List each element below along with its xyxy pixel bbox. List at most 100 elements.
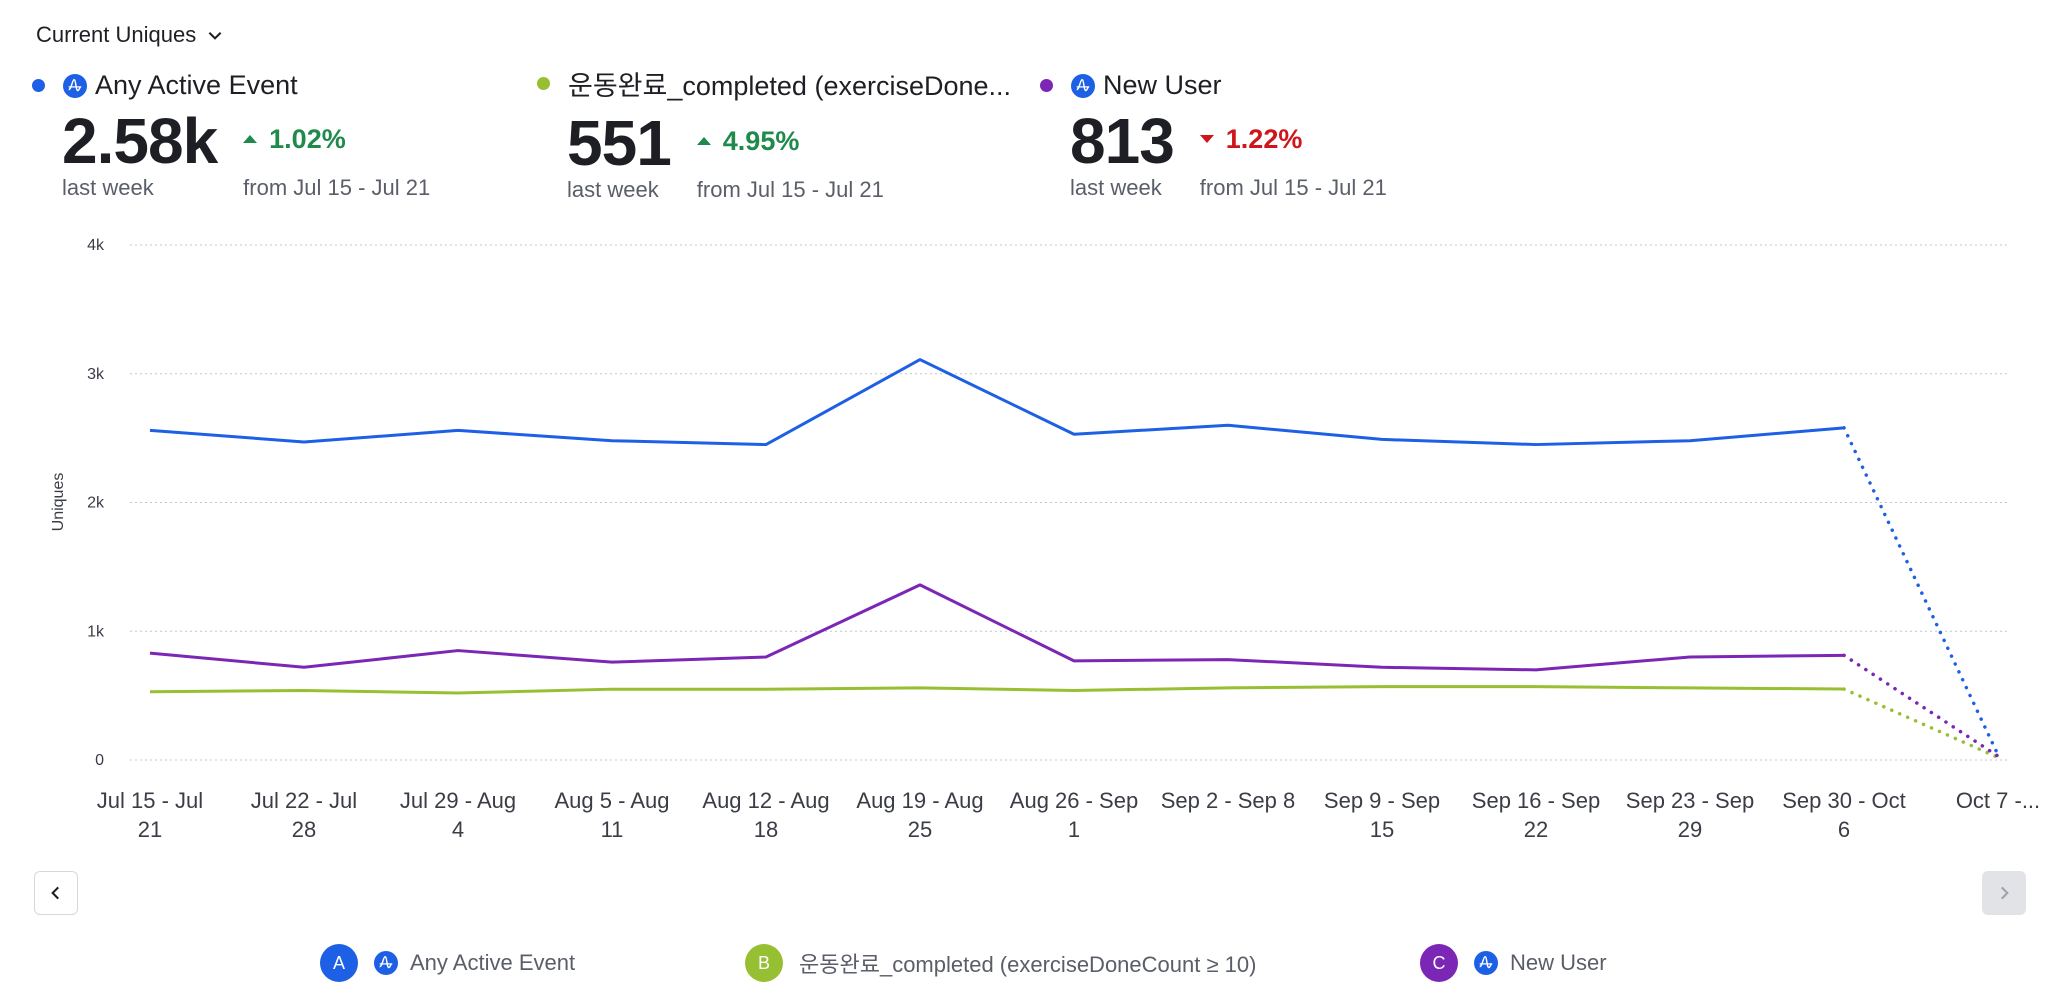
data-point[interactable]	[1068, 655, 1080, 667]
data-point[interactable]	[1530, 681, 1542, 693]
triangle-down-icon	[1199, 135, 1214, 143]
kpi-card: New User 813 last week 1.22% from Jul 15 - J…	[1040, 70, 1387, 201]
x-tick-label-line2: 28	[292, 817, 316, 842]
data-point[interactable]	[914, 354, 926, 366]
line-chart: 0 1k 2k 3k 4k Uniques Jul 15 - Jul 21 Jul 22 - J…	[50, 237, 2040, 842]
data-point[interactable]	[452, 687, 464, 699]
data-point[interactable]	[1068, 428, 1080, 440]
data-point[interactable]	[1222, 682, 1234, 694]
metric-selector-dropdown[interactable]: Current Uniques	[36, 22, 224, 48]
x-tick-label-line2: 25	[908, 817, 932, 842]
triangle-up-icon	[243, 135, 258, 143]
kpi-card: 운동완료_completed (exerciseDone... 551 last w…	[537, 64, 1011, 203]
chevron-down-icon	[208, 32, 222, 40]
x-tick-label: Jul 22 - Jul	[251, 788, 357, 813]
kpi-value-label: last week	[567, 177, 659, 202]
data-point[interactable]	[1838, 422, 1850, 434]
data-point[interactable]	[1992, 750, 2004, 762]
data-point[interactable]	[1068, 684, 1080, 696]
kpi-change: 1.02%	[243, 109, 430, 169]
kpi-header[interactable]: 운동완료_completed (exerciseDone...	[537, 64, 1011, 103]
next-page-button[interactable]	[1982, 871, 2026, 915]
data-point[interactable]	[298, 661, 310, 673]
kpi-change-label: from Jul 15 - Jul 21	[243, 175, 431, 200]
data-point[interactable]	[760, 683, 772, 695]
x-tick-label: Jul 29 - Aug	[400, 788, 516, 813]
kpi-body: 2.58k last week 1.02% from Jul 15 - Jul 21	[62, 109, 430, 201]
y-tick-label: 1k	[87, 623, 105, 640]
legend-label: Any Active Event	[410, 950, 576, 975]
kpi-value: 551	[567, 107, 672, 179]
kpi-value-group: 551 last week	[567, 107, 672, 203]
series-line	[149, 583, 1845, 672]
x-tick-label: Aug 26 - Sep	[1010, 788, 1138, 813]
kpi-change-group: 1.22% from Jul 15 - Jul 21	[1199, 109, 1387, 201]
data-point[interactable]	[914, 682, 926, 694]
legend-item[interactable]: B 운동완료_completed (exerciseDoneCount ≥ 10)	[745, 944, 1256, 982]
data-point[interactable]	[1684, 435, 1696, 447]
data-point[interactable]	[1222, 419, 1234, 431]
x-tick-label: Aug 12 - Aug	[702, 788, 829, 813]
kpi-value-group: 813 last week	[1070, 109, 1175, 201]
kpi-body: 551 last week 4.95% from Jul 15 - Jul 21	[567, 111, 1011, 203]
data-point[interactable]	[144, 424, 156, 436]
data-point[interactable]	[298, 684, 310, 696]
data-point[interactable]	[1530, 439, 1542, 451]
amplitude-logo-icon	[374, 951, 398, 975]
series-color-dot	[1040, 79, 1053, 92]
series-incomplete-line	[1842, 653, 2000, 758]
data-point[interactable]	[1376, 433, 1388, 445]
series-incomplete-line	[1842, 426, 2000, 757]
data-point[interactable]	[1684, 682, 1696, 694]
series-color-dot	[32, 79, 45, 92]
data-point[interactable]	[1684, 651, 1696, 663]
series-line	[149, 358, 1845, 447]
amplitude-logo-icon	[1071, 73, 1095, 98]
data-point[interactable]	[144, 686, 156, 698]
series-badge: C	[1420, 944, 1458, 982]
x-tick-label-line2: 22	[1524, 817, 1548, 842]
data-point[interactable]	[144, 647, 156, 659]
data-point[interactable]	[760, 439, 772, 451]
data-point[interactable]	[1376, 681, 1388, 693]
series-incomplete-line	[1842, 687, 2000, 760]
legend-item[interactable]: C New User	[1420, 944, 1607, 982]
y-tick-label: 2k	[87, 495, 105, 512]
chart-legend: A Any Active Event B 운동완료_completed (exerci…	[0, 944, 2048, 984]
data-point[interactable]	[298, 436, 310, 448]
chevron-left-icon	[51, 886, 59, 900]
kpi-change-label: from Jul 15 - Jul 21	[1199, 175, 1387, 200]
data-point[interactable]	[914, 579, 926, 591]
y-axis-title: Uniques	[50, 473, 67, 532]
series-badge: B	[745, 944, 783, 982]
kpi-series-name: New User	[1103, 70, 1222, 100]
data-point[interactable]	[1222, 654, 1234, 666]
data-point[interactable]	[1838, 683, 1850, 695]
data-point[interactable]	[452, 424, 464, 436]
x-tick-label-line2: 11	[601, 817, 624, 842]
amplitude-logo-icon	[63, 73, 87, 98]
legend-label: New User	[1510, 950, 1607, 975]
data-point[interactable]	[1376, 661, 1388, 673]
kpi-change-value: 4.95%	[722, 125, 800, 156]
previous-page-button[interactable]	[34, 871, 78, 915]
data-point[interactable]	[606, 435, 618, 447]
data-point[interactable]	[1530, 664, 1542, 676]
x-tick-label: Sep 9 - Sep	[1324, 788, 1440, 813]
data-point[interactable]	[760, 651, 772, 663]
data-point[interactable]	[1838, 649, 1850, 661]
series-line	[149, 685, 1845, 695]
kpi-value-label: last week	[1070, 175, 1162, 200]
data-point[interactable]	[606, 683, 618, 695]
kpi-value-group: 2.58k last week	[62, 109, 218, 201]
kpi-card: Any Active Event 2.58k last week 1.02% from …	[32, 70, 430, 201]
legend-item[interactable]: A Any Active Event	[320, 944, 575, 982]
x-tick-label: Sep 16 - Sep	[1472, 788, 1600, 813]
data-point[interactable]	[606, 656, 618, 668]
x-tick-label-line2: 6	[1838, 817, 1850, 842]
metric-selector-label: Current Uniques	[36, 22, 197, 47]
data-point[interactable]	[452, 645, 464, 657]
x-tick-label-line2: 29	[1678, 817, 1702, 842]
kpi-header[interactable]: New User	[1040, 70, 1387, 101]
kpi-header[interactable]: Any Active Event	[32, 70, 430, 101]
